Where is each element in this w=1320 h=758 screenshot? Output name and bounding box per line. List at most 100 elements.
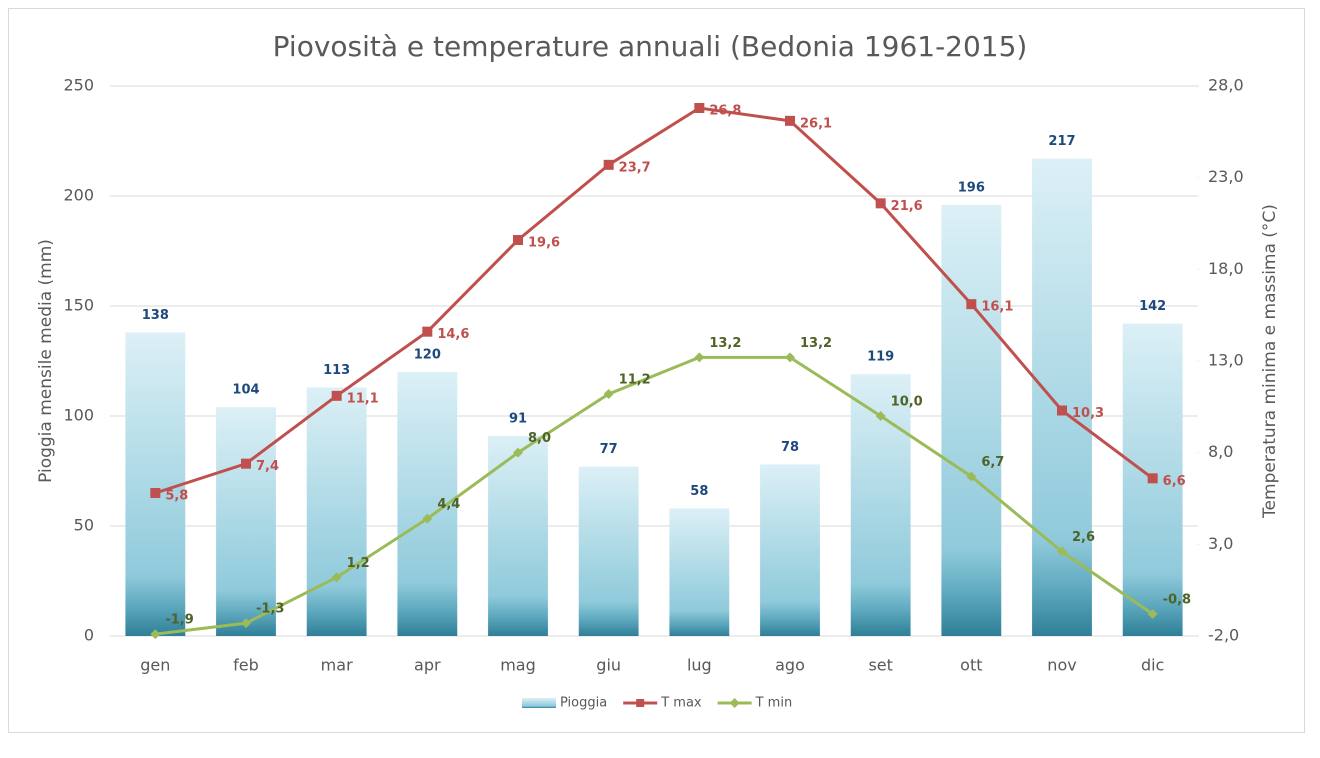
marker [1147,609,1158,619]
bar-value-label: 58 [690,484,708,499]
line-value-label: 7,4 [256,459,279,474]
bar-value-label: 77 [600,442,618,457]
line-value-label: 10,3 [1072,406,1104,421]
line-value-label: 19,6 [528,236,560,251]
y2-tick-label: 13,0 [1208,351,1244,370]
legend-marker [636,699,645,707]
line-value-label: 1,2 [347,556,370,571]
x-tick-label: feb [233,656,259,675]
marker [603,389,614,399]
marker [150,488,161,498]
x-tick-label: ott [960,656,982,675]
line-value-label: 2,6 [1072,530,1095,545]
y2-axis-title: Temperatura minima e massima (°C) [1260,204,1280,519]
y-tick-label: 50 [74,516,94,535]
bar-value-label: 142 [1139,299,1166,314]
marker [603,159,614,170]
x-tick-label: dic [1141,656,1164,675]
legend-swatch [522,698,556,708]
bar [578,466,639,636]
bar [306,387,367,636]
bar-value-label: 120 [414,348,441,363]
y2-tick-label: 28,0 [1208,76,1244,95]
line-value-label: 21,6 [891,199,923,214]
x-tick-label: giu [596,656,621,675]
line-value-label: -1,3 [256,602,284,617]
line-value-label: 26,8 [709,104,741,119]
y2-tick-label: 23,0 [1208,167,1244,186]
y-tick-label: 0 [84,626,94,645]
marker [513,447,523,458]
marker [1147,473,1158,484]
bar-value-label: 113 [323,363,350,378]
marker [966,471,977,482]
y-tick-label: 150 [63,296,94,315]
bar [760,464,820,636]
line-value-label: 16,1 [981,300,1013,315]
y2-tick-label: 8,0 [1208,442,1233,461]
line-value-label: 11,2 [619,373,651,388]
marker [1057,546,1067,557]
marker [966,299,977,310]
bar [941,204,1002,637]
x-tick-label: apr [414,656,441,675]
marker [875,411,886,421]
line [154,106,1154,495]
line-value-label: 11,1 [347,391,379,406]
y-tick-label: 100 [63,406,94,425]
x-tick-label: mag [500,656,536,675]
bar-value-label: 78 [781,440,799,455]
y-axis-title: Pioggia mensile media (mm) [36,239,56,483]
x-tick-label: nov [1047,656,1076,675]
x-tick-label: lug [687,656,712,675]
x-tick-label: gen [140,656,170,675]
y-tick-label: 200 [63,186,94,205]
marker [422,326,433,337]
bar [125,332,186,636]
chart-border [8,8,1305,733]
bar [216,407,276,636]
bar-value-label: 196 [958,180,985,195]
bar-value-label: 104 [232,383,259,398]
marker [331,572,342,583]
legend-label: T min [755,696,793,711]
bar-value-label: 119 [867,350,894,365]
line-value-label: 26,1 [800,116,832,131]
marker [331,390,342,401]
line-value-label: 4,4 [437,497,460,512]
y2-tick-label: -2,0 [1208,626,1239,645]
y2-tick-label: 18,0 [1208,259,1244,278]
marker [785,352,795,363]
line-value-label: 8,0 [528,431,551,446]
line-value-label: 5,8 [165,489,188,504]
marker [785,115,795,126]
line-value-label: 14,6 [437,327,469,342]
line [155,355,1154,636]
marker [241,618,251,629]
line-value-label: 23,7 [619,160,651,175]
legend-label: T max [660,696,702,711]
marker [422,513,433,524]
bar [488,435,548,636]
bar-value-label: 217 [1048,134,1075,149]
x-tick-label: mar [321,656,353,675]
marker [875,198,886,209]
x-tick-label: set [868,656,892,675]
marker [1057,405,1067,416]
y-tick-label: 250 [63,76,94,95]
bar-value-label: 138 [142,308,169,323]
marker [694,103,705,113]
x-tick-label: ago [775,656,805,675]
line-value-label: -1,9 [165,613,193,628]
line-value-label: 6,7 [981,455,1004,470]
line-value-label: 13,2 [800,336,832,351]
marker [150,629,161,640]
legend-marker [729,698,740,708]
marker [241,458,251,469]
marker [513,235,523,245]
marker [694,352,705,363]
line-value-label: 6,6 [1163,474,1186,489]
line-value-label: 13,2 [709,336,741,351]
bar-value-label: 91 [509,411,527,426]
